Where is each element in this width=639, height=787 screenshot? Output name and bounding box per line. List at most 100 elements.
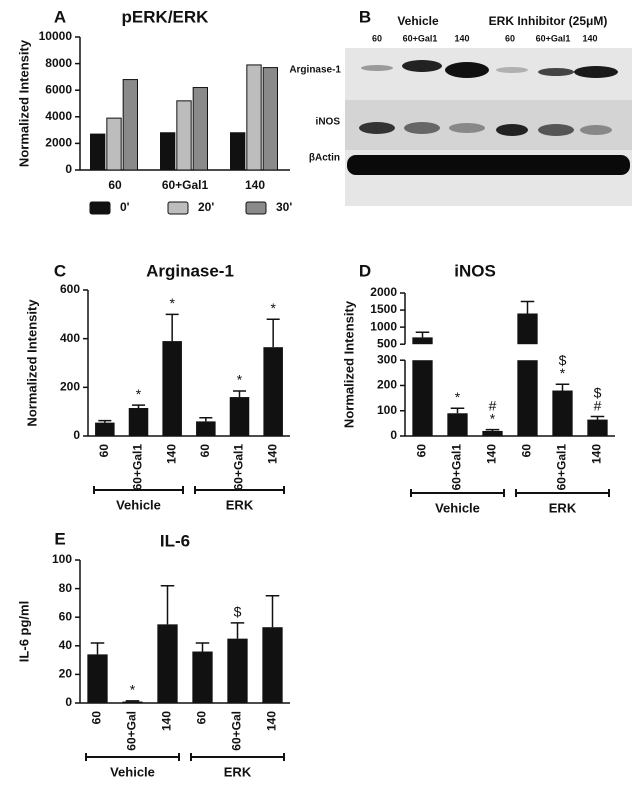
error-bar bbox=[485, 428, 500, 431]
group-bracket bbox=[93, 486, 184, 494]
y-axis-label: Normalized Intensity bbox=[341, 300, 356, 428]
bar bbox=[196, 421, 216, 436]
bar bbox=[262, 627, 283, 703]
bar bbox=[90, 133, 106, 171]
bar bbox=[192, 651, 213, 703]
x-tick-label: 60+Gal1 bbox=[162, 178, 209, 192]
bar bbox=[412, 337, 433, 436]
x-tick-label: 140 bbox=[485, 444, 499, 464]
legend-label: 0' bbox=[120, 200, 130, 214]
row-label: Arginase-1 bbox=[289, 65, 341, 76]
group-label: ERK bbox=[224, 764, 252, 779]
bar bbox=[447, 413, 468, 436]
bar bbox=[176, 100, 192, 171]
legend-swatch bbox=[89, 201, 111, 215]
y-tick-label: 6000 bbox=[45, 82, 72, 96]
error-bar bbox=[450, 407, 465, 414]
annotation: * bbox=[136, 386, 142, 402]
lane-label: 60 bbox=[505, 33, 515, 43]
y-tick-label: 400 bbox=[60, 331, 80, 345]
x-tick-label: 60 bbox=[90, 711, 104, 725]
annotation: $ bbox=[594, 384, 602, 400]
legend-swatch bbox=[167, 201, 189, 215]
band bbox=[538, 124, 574, 136]
y-tick-label: 8000 bbox=[45, 56, 72, 70]
chart-title: pERK/ERK bbox=[122, 7, 210, 26]
bar bbox=[227, 638, 248, 703]
group-bracket bbox=[515, 489, 610, 497]
x-tick-label: 140 bbox=[265, 444, 279, 464]
error-bar bbox=[125, 700, 140, 702]
y-tick-label: 300 bbox=[377, 352, 397, 366]
group-label: Vehicle bbox=[110, 764, 155, 779]
legend-swatch bbox=[245, 201, 267, 215]
band bbox=[449, 123, 485, 133]
axis-break bbox=[411, 344, 434, 361]
bar bbox=[122, 701, 143, 703]
panel-letter: A bbox=[54, 7, 66, 26]
error-bar bbox=[98, 419, 112, 423]
y-tick-label: 60 bbox=[59, 609, 73, 623]
band bbox=[445, 62, 489, 78]
bar bbox=[192, 87, 209, 171]
y-tick-label: 10000 bbox=[39, 29, 73, 43]
error-bar bbox=[590, 415, 605, 420]
band bbox=[347, 155, 630, 175]
blot-image bbox=[345, 48, 632, 206]
bar bbox=[122, 79, 138, 171]
y-tick-label: 500 bbox=[377, 336, 397, 350]
annotation: $ bbox=[234, 604, 242, 620]
error-bar bbox=[165, 313, 179, 342]
y-tick-label: 0 bbox=[65, 162, 72, 176]
bar bbox=[229, 397, 250, 436]
error-bar bbox=[555, 383, 570, 391]
y-axis-label: Normalized Intensity bbox=[24, 299, 39, 427]
axis-break bbox=[516, 344, 539, 361]
y-tick-label: 2000 bbox=[45, 136, 72, 150]
band bbox=[580, 125, 612, 135]
panel-letter: C bbox=[54, 261, 66, 280]
bar bbox=[263, 347, 283, 436]
y-tick-label: 0 bbox=[73, 428, 80, 442]
group-bracket bbox=[190, 753, 285, 761]
panel-letter: B bbox=[359, 7, 371, 26]
group-bracket bbox=[410, 489, 505, 497]
legend-label: 30' bbox=[276, 200, 292, 214]
y-tick-label: 0 bbox=[390, 428, 397, 442]
group-label: ERK Inhibitor (25μM) bbox=[489, 14, 608, 28]
x-tick-label: 60+Gal1 bbox=[232, 444, 246, 491]
group-bracket bbox=[85, 753, 180, 761]
y-axis-label: Normalized Intensity bbox=[16, 39, 31, 167]
x-tick-label: 60+Gal bbox=[125, 711, 139, 751]
band bbox=[402, 60, 442, 72]
y-tick-label: 0 bbox=[65, 695, 72, 709]
x-tick-label: 140 bbox=[265, 711, 279, 731]
bar bbox=[128, 408, 149, 436]
band bbox=[496, 67, 528, 73]
error-bar bbox=[160, 584, 175, 625]
row-label: iNOS bbox=[316, 117, 341, 128]
x-tick-label: 60 bbox=[520, 444, 534, 458]
y-tick-label: 2000 bbox=[370, 285, 397, 299]
y-tick-label: 20 bbox=[59, 667, 73, 681]
bar bbox=[157, 624, 178, 703]
error-bar bbox=[266, 318, 280, 348]
error-bar bbox=[195, 642, 210, 652]
bar bbox=[552, 390, 573, 436]
chart-title: iNOS bbox=[454, 261, 496, 280]
y-tick-label: 100 bbox=[52, 552, 72, 566]
annotation: * bbox=[455, 389, 461, 405]
x-tick-label: 60 bbox=[195, 711, 209, 725]
x-tick-label: 60 bbox=[108, 178, 122, 192]
lane-label: 60 bbox=[372, 33, 382, 43]
lane-label: 140 bbox=[454, 33, 469, 43]
bar bbox=[517, 313, 538, 436]
x-tick-label: 60+Gal bbox=[230, 711, 244, 751]
y-tick-label: 40 bbox=[59, 638, 73, 652]
group-label: Vehicle bbox=[397, 14, 439, 28]
bar bbox=[482, 430, 503, 436]
bar bbox=[106, 117, 122, 171]
y-tick-label: 4000 bbox=[45, 109, 72, 123]
x-tick-label: 60+Gal1 bbox=[555, 444, 569, 491]
group-label: ERK bbox=[226, 497, 254, 512]
